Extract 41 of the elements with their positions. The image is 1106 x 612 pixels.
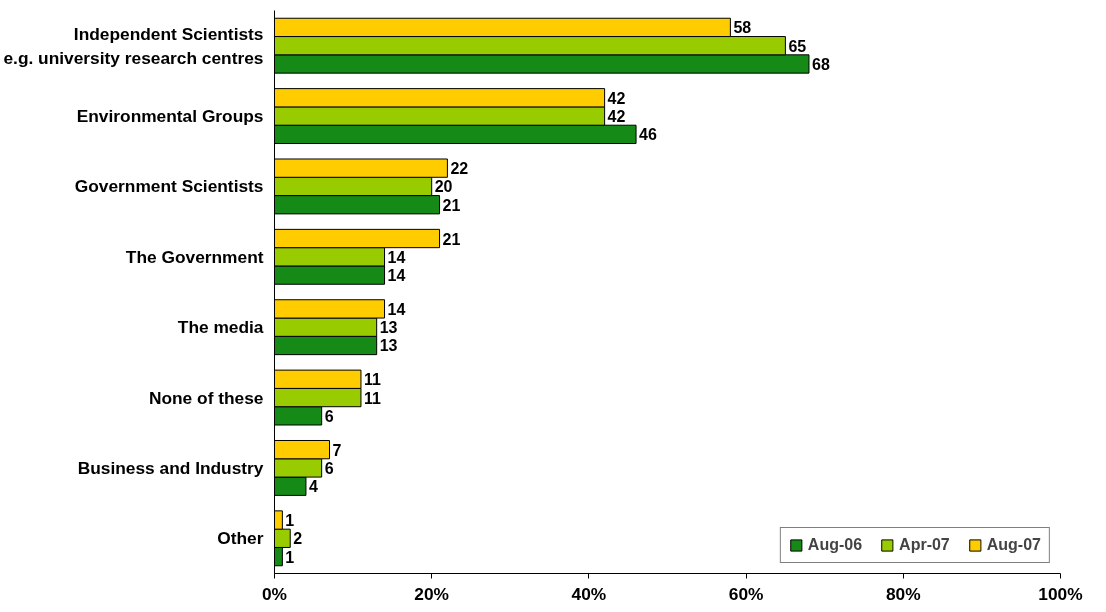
data-label: 22 — [450, 160, 469, 178]
y-tick-label: None of these — [148, 387, 264, 408]
x-tick-label: 100% — [1038, 583, 1083, 604]
data-label: 13 — [379, 337, 398, 355]
y-tick-label: The media — [177, 317, 264, 338]
data-label: 2 — [293, 530, 303, 548]
data-label: 6 — [324, 407, 334, 425]
data-label: 68 — [811, 55, 830, 73]
legend-label: Aug-06 — [807, 536, 863, 554]
x-tick-label: 0% — [261, 583, 288, 604]
y-tick-label: Government Scientists — [74, 176, 264, 197]
data-label: 58 — [733, 19, 752, 37]
data-label: 11 — [363, 389, 381, 407]
y-tick-label: Independent Scientists e.g. university research centres — [3, 23, 264, 68]
x-tick-label: 80% — [885, 583, 921, 604]
y-tick-label: The Government — [125, 246, 264, 267]
x-tick-label: 60% — [728, 583, 764, 604]
data-label: 4 — [308, 478, 318, 496]
data-label: 46 — [639, 126, 657, 144]
x-tick-label: 20% — [414, 583, 450, 604]
data-label: 11 — [363, 371, 381, 389]
y-tick-label: Business and Industry — [77, 457, 264, 478]
data-label: 6 — [324, 459, 334, 477]
data-label: 65 — [788, 37, 807, 55]
data-label: 14 — [387, 248, 406, 266]
data-label: 20 — [434, 178, 453, 196]
data-label: 42 — [607, 89, 626, 107]
data-label: 42 — [607, 108, 626, 126]
data-label: 21 — [442, 230, 461, 248]
data-label: 13 — [379, 319, 398, 337]
legend-label: Apr-07 — [899, 536, 950, 554]
data-label: 1 — [285, 512, 295, 530]
legend-label: Aug-07 — [986, 536, 1041, 554]
data-label: 1 — [285, 548, 295, 566]
data-label: 14 — [387, 300, 406, 318]
data-label: 14 — [387, 267, 406, 285]
data-label: 21 — [442, 196, 461, 214]
x-tick-label: 40% — [571, 583, 607, 604]
y-tick-label: Other — [217, 528, 264, 549]
y-tick-label: Environmental Groups — [76, 106, 264, 127]
data-label: 7 — [332, 441, 342, 459]
